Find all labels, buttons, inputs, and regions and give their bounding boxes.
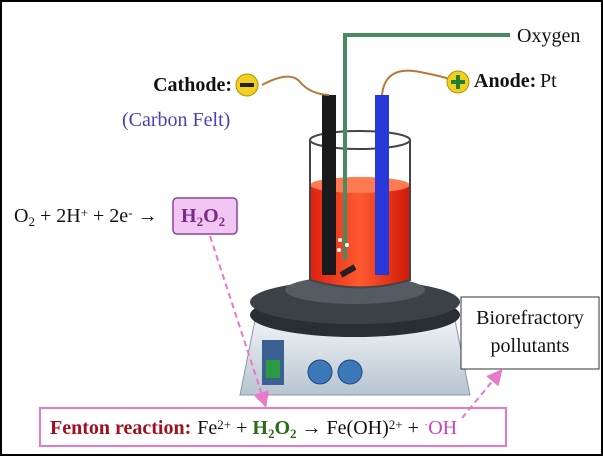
text-part: · (424, 417, 428, 432)
text-part: + (231, 417, 252, 439)
stirrer (239, 276, 471, 396)
text-part: 2 (197, 214, 204, 229)
product: H2O2 (181, 205, 225, 229)
text-part: + (81, 205, 88, 220)
text-part: + (403, 417, 424, 439)
fenton-equation: Fe2+ + H2O2 → Fe(OH)2+ + ·OH (197, 417, 457, 441)
text-part: H (252, 417, 268, 439)
text-part: 2 (28, 214, 35, 229)
text-part: O (274, 417, 290, 439)
text-part: - (128, 205, 132, 220)
text-part: O (203, 205, 219, 227)
text-part: Fe (197, 417, 217, 439)
text-part: → (133, 205, 158, 227)
pollutant-box (460, 296, 600, 370)
anode-label: Anode: (474, 70, 536, 92)
anode-material: Pt (540, 70, 557, 92)
text-part: 2 (219, 214, 226, 229)
text-part: + 2H (35, 205, 81, 227)
text-part: 2+ (217, 417, 231, 432)
cathode-material: (Carbon Felt) (122, 109, 230, 131)
text-part: O (14, 205, 28, 227)
pollutant-label: pollutants (491, 335, 570, 357)
text-part: → Fe(OH) (297, 417, 389, 439)
product-box (172, 197, 238, 235)
text-part: H (181, 205, 197, 227)
text-part: + 2e (88, 205, 128, 227)
beaker (235, 33, 510, 289)
equation: O2 + 2H+ + 2e- → (14, 205, 158, 229)
text-part: OH (428, 417, 457, 439)
text-part: 2 (290, 426, 297, 441)
fenton-title: Fenton reaction: (50, 417, 191, 439)
oxygen-label: Oxygen (517, 25, 580, 47)
pollutant-label: Biorefractory (476, 307, 584, 329)
cathode-label: Cathode: (153, 74, 232, 96)
text-part: 2+ (389, 417, 403, 432)
text-part: 2 (268, 426, 275, 441)
fenton-box (39, 407, 507, 447)
